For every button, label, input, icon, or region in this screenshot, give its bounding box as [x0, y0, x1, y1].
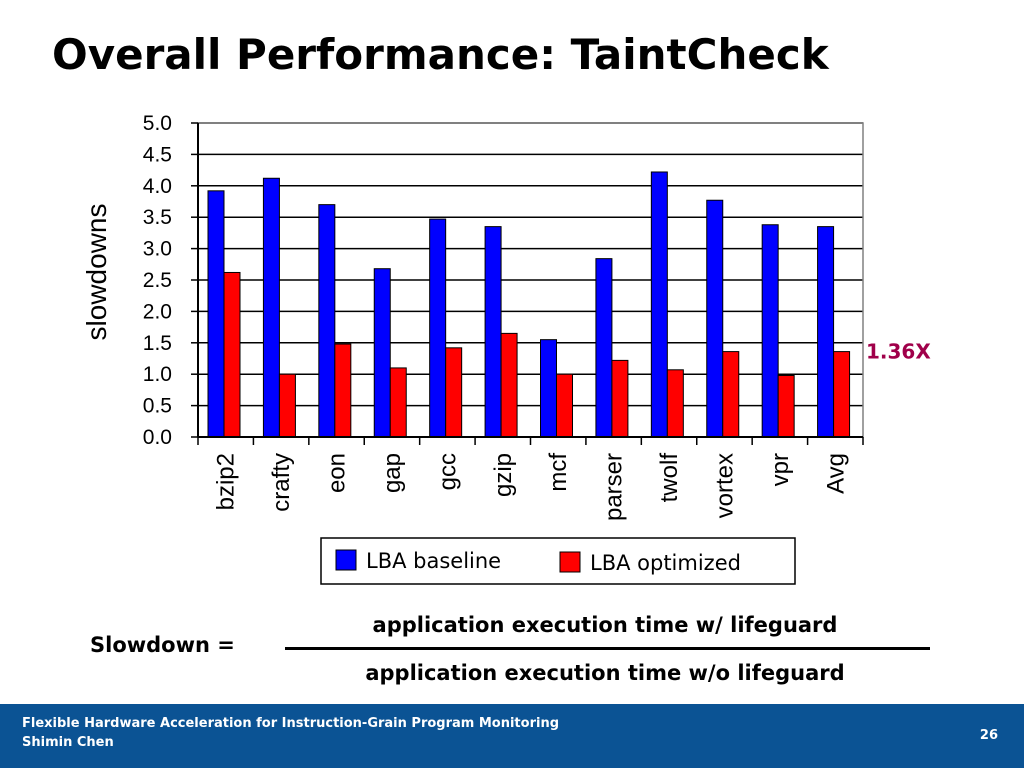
bar-optimized-twolf [666, 369, 684, 438]
bar-optimized-avg [833, 351, 851, 438]
footer-author: Shimin Chen [22, 735, 114, 750]
y-tick-label: 1.0 [143, 363, 172, 386]
y-tick-label: 5.0 [143, 112, 172, 135]
bar-optimized-parser [611, 359, 629, 438]
x-tick-label-crafty: crafty [268, 453, 295, 512]
x-tick-label-twolf: twolf [656, 453, 683, 503]
x-tick-labels: bzip2 crafty eon gap gcc gzip mcf parser twolf vo… [213, 453, 850, 521]
x-tick-label-bzip2: bzip2 [213, 453, 240, 510]
bar-optimized-gcc [445, 347, 463, 438]
footer-bar: Flexible Hardware Acceleration for Instr… [0, 704, 1024, 768]
slowdown-formula: Slowdown = application execution time w/… [0, 605, 1024, 705]
x-tick-label-vpr: vpr [767, 453, 794, 486]
avg-annotation: 1.36X [866, 340, 931, 364]
bar-optimized-vpr [777, 374, 795, 438]
x-tick-label-gzip: gzip [490, 453, 517, 497]
fraction-bar [285, 647, 930, 650]
legend-swatch-lba-optimized [559, 551, 581, 573]
bar-optimized-bzip2 [223, 271, 241, 438]
y-tick-label: 3.5 [143, 206, 172, 229]
formula-numerator: application execution time w/ lifeguard [372, 613, 838, 637]
y-axis-title: slowdowns [81, 204, 112, 341]
y-tick-label: 2.5 [143, 269, 172, 292]
y-tick-label: 0.5 [143, 395, 172, 418]
formula-lhs: Slowdown = [90, 633, 235, 657]
bar-optimized-gap [389, 367, 407, 438]
bar-optimized-crafty [278, 373, 296, 438]
y-tick-label: 1.5 [143, 332, 172, 355]
legend: LBA baseline LBA optimized [320, 537, 796, 585]
bar-optimized-eon [334, 343, 352, 438]
bar-baseline-eon [318, 204, 336, 438]
x-tick-label-gcc: gcc [434, 453, 461, 490]
bar-optimized-mcf [556, 373, 573, 438]
page-number: 26 [979, 728, 998, 743]
bar-baseline-crafty [262, 177, 280, 438]
x-tick-label-eon: eon [324, 453, 351, 493]
slide-title: Overall Performance: TaintCheck [52, 30, 829, 79]
bar-baseline-twolf [650, 171, 668, 438]
legend-swatch-lba-baseline [335, 549, 357, 571]
bar-optimized-vortex [722, 351, 740, 438]
bars [207, 171, 851, 438]
bar-baseline-gap [373, 268, 391, 438]
legend-label-lba-baseline: LBA baseline [366, 549, 501, 573]
bar-baseline-parser [595, 258, 613, 438]
x-tick-label-avg: Avg [822, 453, 849, 494]
bar-chart: 0.0 0.5 1.0 1.5 2.0 2.5 3.0 3.5 4.0 4.5 5.0 bzip2 c… [81, 112, 931, 585]
bar-baseline-gzip [484, 226, 502, 438]
y-tick-labels: 0.0 0.5 1.0 1.5 2.0 2.5 3.0 3.5 4.0 4.5 5.0 [143, 112, 172, 449]
bar-baseline-vpr [761, 224, 779, 438]
bar-optimized-gzip [500, 332, 518, 438]
bar-baseline-bzip2 [207, 190, 225, 438]
formula-denominator: application execution time w/o lifeguard [365, 661, 845, 685]
y-tick-label: 0.0 [143, 426, 172, 449]
legend-box [320, 537, 796, 585]
x-tick-label-parser: parser [601, 453, 628, 521]
bar-baseline-mcf [540, 339, 557, 438]
footer-presentation-title: Flexible Hardware Acceleration for Instr… [22, 716, 559, 731]
bar-baseline-gcc [429, 218, 447, 438]
x-tick-label-gap: gap [379, 453, 406, 493]
y-tick-label: 4.5 [143, 143, 172, 166]
y-tick-label: 3.0 [143, 238, 172, 261]
x-tick-label-mcf: mcf [545, 453, 572, 492]
x-tick-label-vortex: vortex [711, 453, 738, 518]
bar-baseline-vortex [706, 199, 724, 438]
bar-baseline-avg [817, 226, 835, 438]
y-tick-label: 4.0 [143, 175, 172, 198]
y-tick-label: 2.0 [143, 300, 172, 323]
axes [191, 122, 864, 445]
legend-label-lba-optimized: LBA optimized [590, 551, 741, 575]
